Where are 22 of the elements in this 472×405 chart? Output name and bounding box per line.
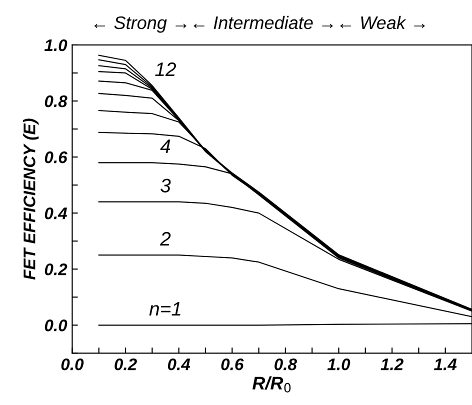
x-tick-label: 1.0 [327,358,350,370]
x-tick-label: 1.2 [380,358,404,370]
y-tick-label: 0.0 [44,320,68,332]
x-tick-label: 0.4 [168,358,190,370]
series-label: 2 [160,232,171,246]
x-tick-label: 0.8 [274,358,297,370]
y-tick-label: 1.0 [44,39,68,52]
series-label: 4 [160,140,170,154]
series-label: 3 [160,178,171,192]
x-tick-label: 0.2 [114,358,137,370]
x-tick-label: 0.6 [221,358,244,370]
x-axis-title: R/R$_{0}$ [252,376,291,392]
y-axis-title: FET EFFICIENCY (E) [23,118,39,280]
y-tick-label: 0.4 [44,207,68,220]
y-tick-label: 0.8 [44,95,68,108]
series-label: n=1 [149,302,180,316]
series-label: 12 [155,62,176,76]
text: ← Strong →← Intermediate →← Weak → [94,16,425,33]
x-tick-label: 1.4 [434,358,457,370]
y-tick-label: 0.2 [44,264,68,276]
x-tick-label: 0.0 [61,358,84,370]
y-tick-label: 0.6 [44,151,68,164]
